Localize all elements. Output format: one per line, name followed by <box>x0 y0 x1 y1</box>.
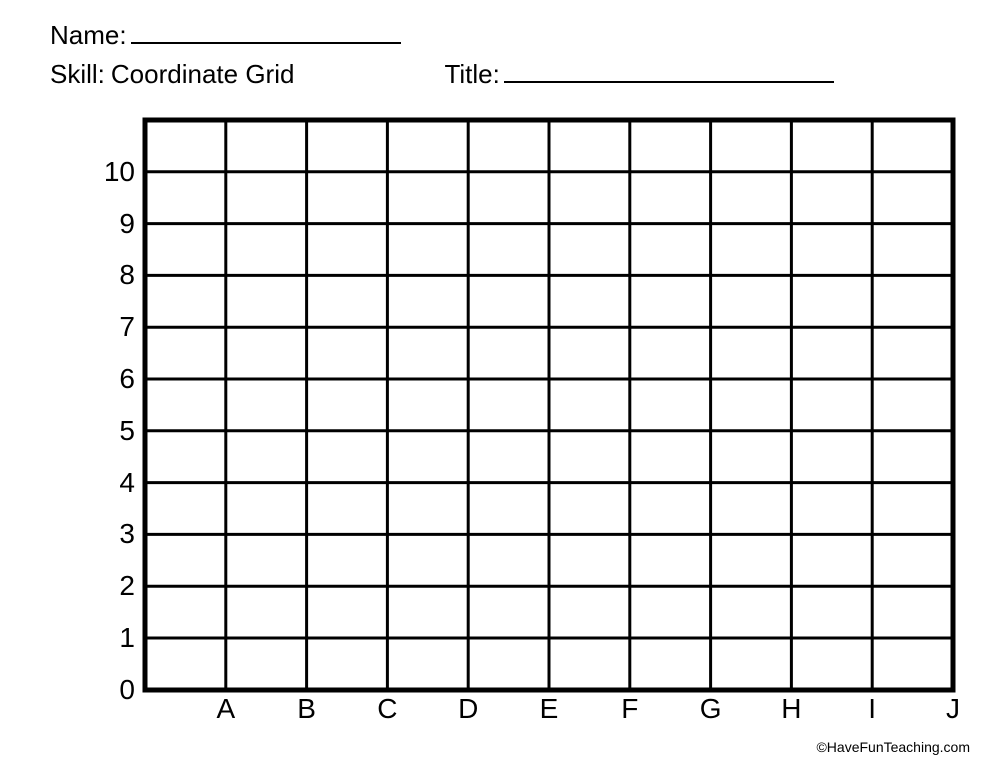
coordinate-grid <box>140 115 958 695</box>
skill-value: Coordinate Grid <box>111 59 295 90</box>
x-axis-label: D <box>458 695 478 723</box>
x-axis-label: J <box>946 695 960 723</box>
x-axis-label: C <box>377 695 397 723</box>
y-axis-label: 9 <box>119 210 135 238</box>
name-row: Name: <box>50 20 950 51</box>
x-axis-label: B <box>297 695 316 723</box>
x-axis-label: A <box>216 695 235 723</box>
y-axis-label: 1 <box>119 624 135 652</box>
skill-block: Skill: Coordinate Grid <box>50 59 294 90</box>
x-axis-label: E <box>540 695 559 723</box>
y-axis-label: 10 <box>104 158 135 186</box>
y-axis-label: 2 <box>119 572 135 600</box>
y-axis-label: 4 <box>119 469 135 497</box>
title-blank-line[interactable] <box>504 59 834 83</box>
worksheet-header: Name: Skill: Coordinate Grid Title: <box>50 20 950 90</box>
x-axis-label: H <box>781 695 801 723</box>
name-label: Name: <box>50 20 127 51</box>
grid-svg <box>140 115 958 695</box>
x-axis-label: I <box>868 695 876 723</box>
name-blank-line[interactable] <box>131 20 401 44</box>
credit-line: ©HaveFunTeaching.com <box>816 739 970 755</box>
y-axis-label: 5 <box>119 417 135 445</box>
title-label: Title: <box>444 59 499 90</box>
y-axis-label: 6 <box>119 365 135 393</box>
skill-title-row: Skill: Coordinate Grid Title: <box>50 59 950 90</box>
skill-label: Skill: <box>50 59 105 90</box>
y-axis-label: 3 <box>119 520 135 548</box>
y-axis-label: 8 <box>119 261 135 289</box>
x-axis-label: F <box>621 695 638 723</box>
y-axis-label: 0 <box>119 676 135 704</box>
x-axis-label: G <box>700 695 722 723</box>
y-axis-label: 7 <box>119 313 135 341</box>
